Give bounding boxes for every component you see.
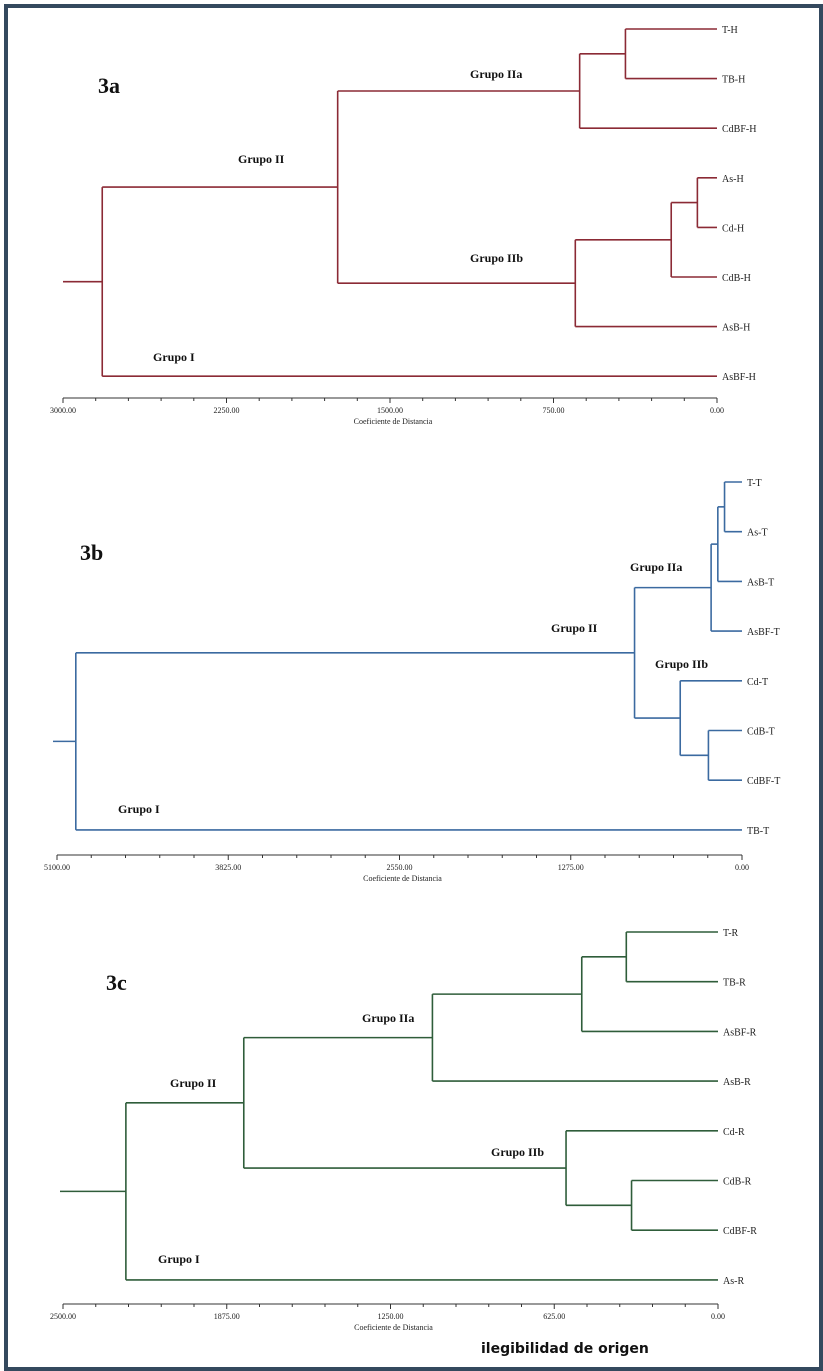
group-label-grupo-iia: Grupo IIa bbox=[470, 67, 522, 81]
group-label-grupo-i: Grupo I bbox=[153, 350, 195, 364]
leaf-label: Cd-R bbox=[723, 1127, 745, 1138]
leaf-label: Cd-T bbox=[747, 677, 768, 688]
leaf-label: AsBF-H bbox=[722, 372, 756, 383]
group-label-grupo-iia: Grupo IIa bbox=[630, 560, 682, 574]
axis-tick-label: 0.00 bbox=[735, 863, 749, 872]
leaf-label: AsBF-T bbox=[747, 627, 780, 638]
leaf-label: CdBF-T bbox=[747, 776, 780, 787]
axis-tick-label: 0.00 bbox=[710, 406, 724, 415]
axis-tick-label: 3000.00 bbox=[50, 406, 76, 415]
panel-title: 3a bbox=[98, 73, 120, 98]
axis-tick-label: 625.00 bbox=[543, 1312, 565, 1321]
group-label-grupo-iib: Grupo IIb bbox=[491, 1145, 544, 1159]
group-label-grupo-iia: Grupo IIa bbox=[362, 1011, 414, 1025]
group-label-grupo-ii: Grupo II bbox=[238, 152, 285, 166]
axis-tick-label: 3825.00 bbox=[215, 863, 241, 872]
leaf-label: AsB-R bbox=[723, 1077, 751, 1088]
axis-title: Coeficiente de Distancia bbox=[363, 874, 442, 883]
axis-tick-label: 1500.00 bbox=[377, 406, 403, 415]
leaf-label: T-R bbox=[723, 928, 739, 939]
dendrogram-panel-3c: T-R TB-R AsBF-R AsB-R Cd-R CdB-R CdBF-R As-R 3c G… bbox=[50, 928, 757, 1332]
leaf-label: TB-H bbox=[722, 75, 745, 86]
axis-tick-label: 2250.00 bbox=[214, 406, 240, 415]
panel-title: 3c bbox=[106, 970, 127, 995]
leaf-label: CdBF-H bbox=[722, 124, 756, 135]
leaf-label: T-H bbox=[722, 25, 738, 36]
leaf-label: CdB-H bbox=[722, 273, 751, 284]
panel-title: 3b bbox=[80, 540, 103, 565]
group-label-grupo-i: Grupo I bbox=[118, 802, 160, 816]
group-label-grupo-iib: Grupo IIb bbox=[655, 657, 708, 671]
leaf-label: CdB-R bbox=[723, 1177, 752, 1188]
leaf-label: AsBF-R bbox=[723, 1027, 757, 1038]
axis-title: Coeficiente de Distancia bbox=[354, 1323, 433, 1332]
leaf-label: As-H bbox=[722, 174, 744, 185]
group-label-grupo-iib: Grupo IIb bbox=[470, 251, 523, 265]
leaf-label: As-T bbox=[747, 528, 768, 539]
axis-tick-label: 2550.00 bbox=[387, 863, 413, 872]
leaf-label: Cd-H bbox=[722, 223, 744, 234]
axis-title: Coeficiente de Distancia bbox=[354, 417, 433, 426]
dendrogram-panel-3a: T-H TB-H CdBF-H As-H Cd-H CdB-H AsB-H AsBF-H 3a G… bbox=[50, 25, 756, 426]
axis-tick-label: 750.00 bbox=[543, 406, 565, 415]
axis-tick-label: 0.00 bbox=[711, 1312, 725, 1321]
axis-tick-label: 2500.00 bbox=[50, 1312, 76, 1321]
leaf-label: T-T bbox=[747, 478, 762, 489]
group-label-grupo-ii: Grupo II bbox=[170, 1076, 217, 1090]
axis-tick-label: 1875.00 bbox=[214, 1312, 240, 1321]
axis-tick-label: 1250.00 bbox=[378, 1312, 404, 1321]
leaf-label: As-R bbox=[723, 1276, 744, 1287]
axis-tick-label: 1275.00 bbox=[558, 863, 584, 872]
dendrogram-panel-3b: T-T As-T AsB-T AsBF-T Cd-T CdB-T CdBF-T TB-T 3b G… bbox=[44, 478, 780, 883]
footer-note: ilegibilidad de origen bbox=[481, 1341, 649, 1357]
leaf-label: AsB-T bbox=[747, 577, 774, 588]
leaf-label: CdBF-R bbox=[723, 1226, 757, 1237]
leaf-label: TB-T bbox=[747, 826, 769, 837]
leaf-label: TB-R bbox=[723, 978, 746, 989]
axis-tick-label: 5100.00 bbox=[44, 863, 70, 872]
figure-frame bbox=[4, 4, 823, 1371]
leaf-label: CdB-T bbox=[747, 727, 775, 738]
leaf-label: AsB-H bbox=[722, 323, 750, 334]
group-label-grupo-ii: Grupo II bbox=[551, 621, 598, 635]
group-label-grupo-i: Grupo I bbox=[158, 1252, 200, 1266]
